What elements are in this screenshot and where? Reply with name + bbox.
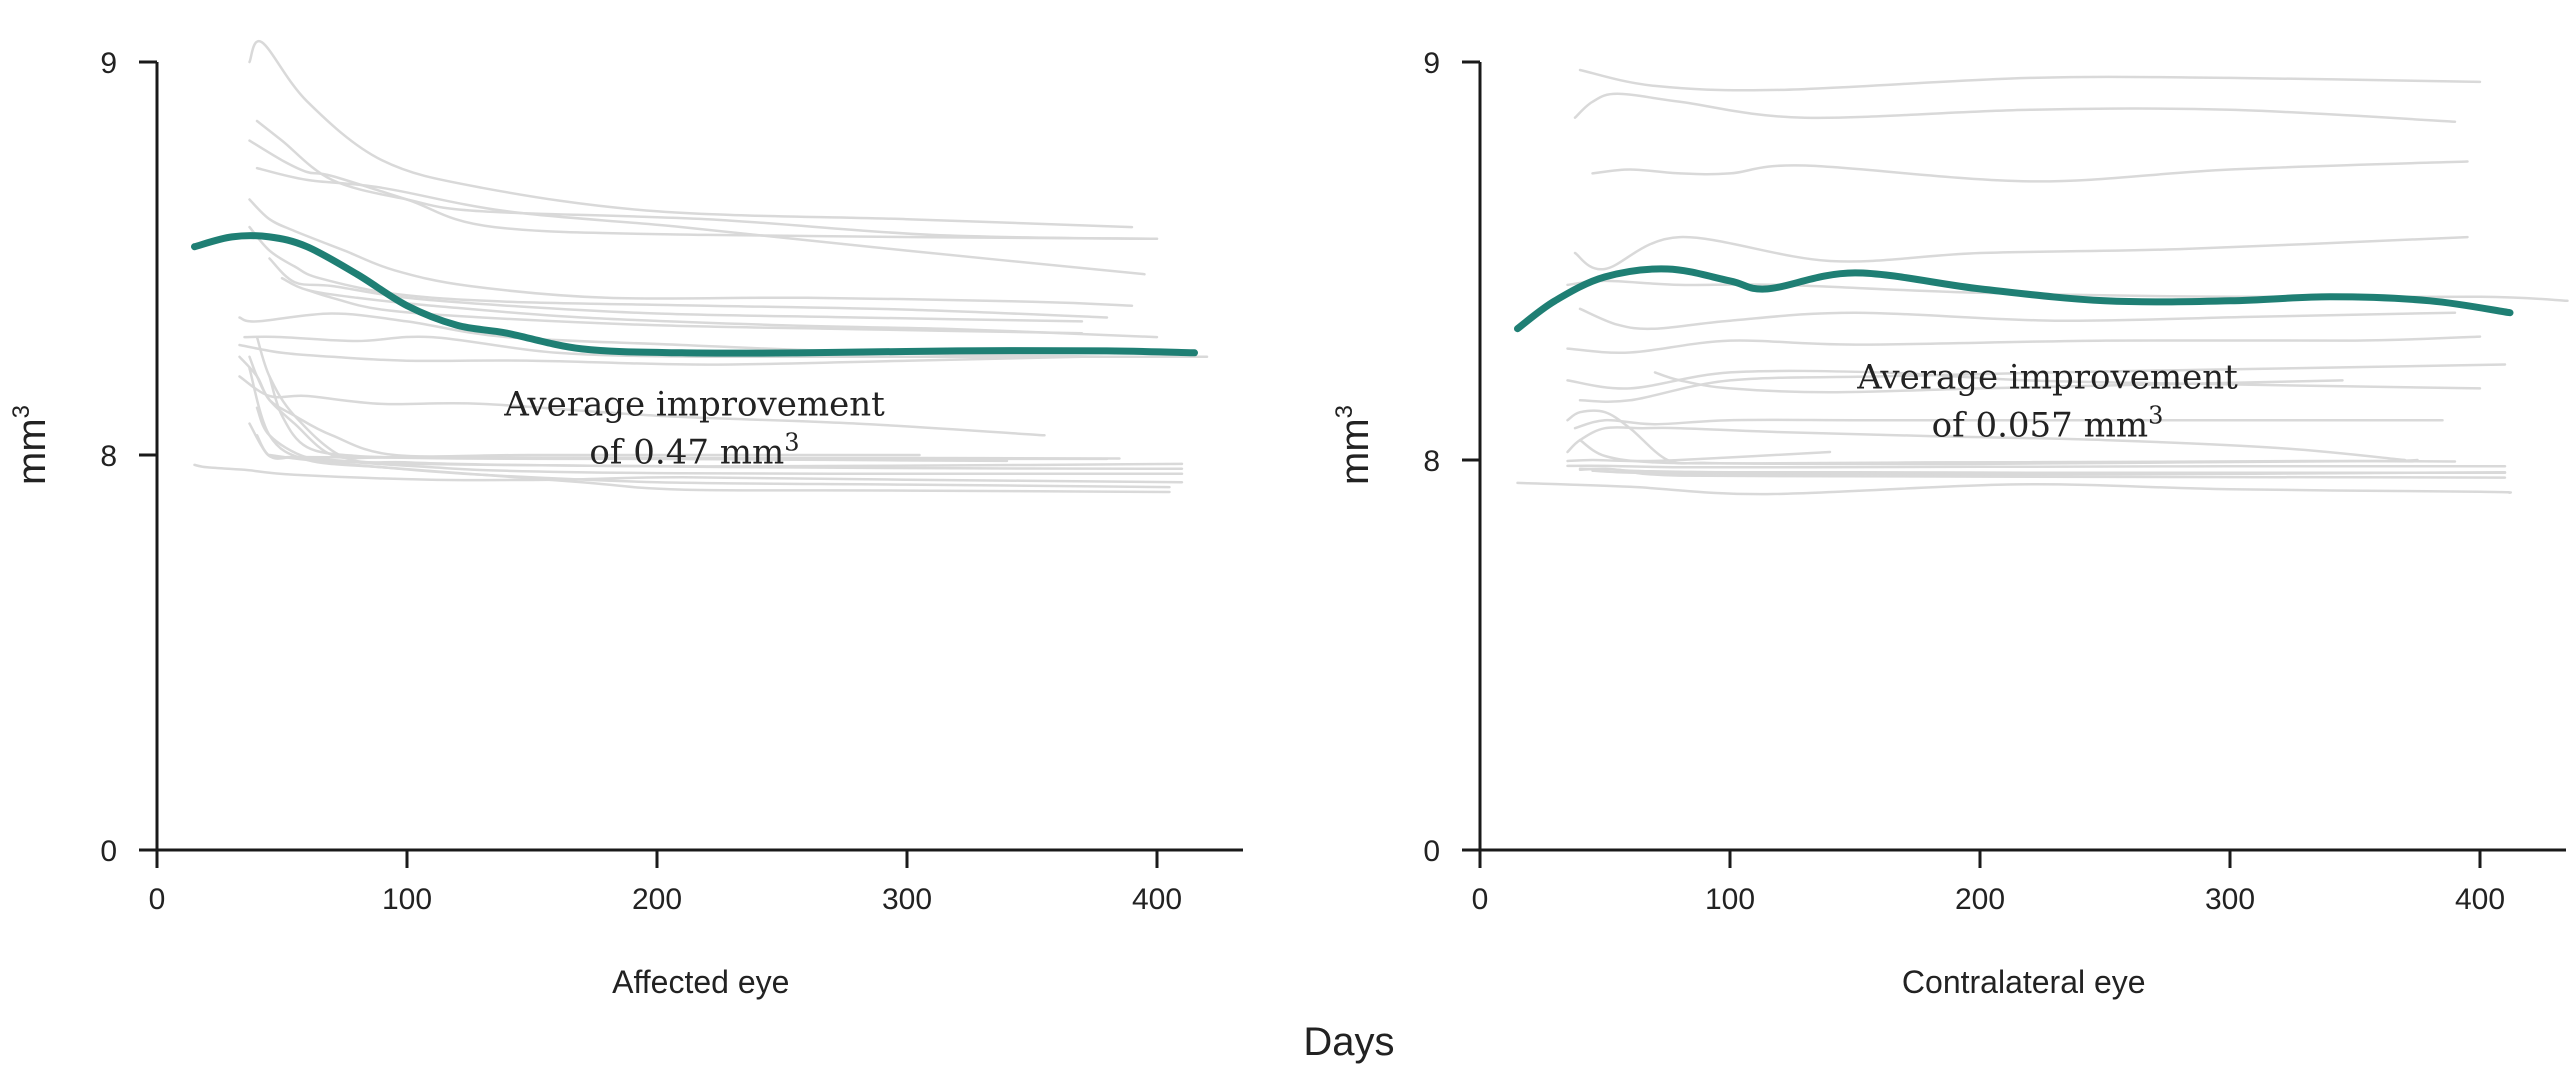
individual-line-3	[248, 139, 1159, 241]
individual-line-6	[1578, 307, 2457, 331]
average-line	[1514, 265, 2514, 333]
individual-trajectories	[193, 39, 1209, 494]
y-tick-label-8: 8	[1423, 445, 1440, 478]
x-tick-label-0: 0	[1472, 883, 1489, 916]
y-axis-title: mm3	[8, 405, 54, 485]
individual-line-11	[238, 343, 1084, 366]
x-tick-label-400: 400	[1132, 883, 1182, 916]
x-tick-label-200: 200	[632, 883, 682, 916]
individual-line-16	[1566, 464, 2507, 469]
individual-line-9	[1566, 369, 2482, 390]
individual-line-7	[1566, 335, 2482, 355]
individual-line-20	[1516, 481, 2513, 496]
individual-line-8	[280, 276, 1159, 339]
individual-line-1	[1573, 92, 2457, 123]
y-tick-label-9: 9	[1423, 47, 1440, 80]
individual-line-17	[255, 335, 1184, 471]
individual-line-22	[268, 375, 1009, 463]
individual-line-12	[1566, 426, 2407, 462]
individual-line-18	[255, 406, 1184, 476]
x-tick-label-0: 0	[149, 883, 166, 916]
x-tick-label-300: 300	[882, 883, 932, 916]
x-tick-label-100: 100	[1705, 883, 1755, 916]
x-tick-label-200: 200	[1955, 883, 2005, 916]
individual-line-3	[1591, 160, 2469, 183]
annotation-unit-exponent: 3	[784, 429, 799, 457]
annotation-value: of 0.057 mm	[1932, 405, 2148, 445]
annotation-line-1: Average improvement	[1856, 357, 2238, 397]
individual-line-19	[1578, 467, 2507, 479]
x-tick-label-300: 300	[2205, 883, 2255, 916]
individual-trajectories	[1516, 68, 2569, 496]
y-tick-label-0: 0	[100, 835, 117, 868]
y-tick-label-8: 8	[100, 440, 117, 473]
individual-line-11	[1573, 418, 2444, 430]
individual-line-7	[268, 257, 1084, 323]
y-tick-label-9: 9	[100, 47, 117, 80]
individual-line-23	[305, 288, 1084, 335]
individual-line-4	[1573, 235, 2469, 271]
y-axis-unit-exponent: 3	[8, 405, 35, 418]
shared-x-axis-title: Days	[1303, 1020, 1394, 1064]
annotation-value: of 0.47 mm	[589, 433, 784, 473]
individual-line-2	[1578, 68, 2482, 92]
individual-line-20	[193, 463, 1184, 484]
individual-line-6	[248, 225, 1109, 319]
y-axis-title: mm3	[1331, 405, 1377, 485]
individual-line-10	[1653, 371, 2344, 394]
individual-line-12	[238, 375, 1046, 437]
y-axis-unit-exponent: 3	[1331, 405, 1358, 418]
average-line	[191, 232, 1198, 357]
individual-line-2	[255, 119, 1159, 241]
individual-line-5	[248, 198, 1134, 307]
x-tick-label-100: 100	[382, 883, 432, 916]
y-axis-unit: mm	[10, 418, 54, 485]
x-tick-label-400: 400	[2455, 883, 2505, 916]
annotation-line-2: of 0.057 mm3	[1932, 401, 2164, 445]
individual-line-15	[1566, 409, 2419, 466]
individual-line-1	[248, 39, 1134, 229]
x-axis-title: Affected eye	[612, 964, 789, 1000]
annotation-line-1: Average improvement	[503, 385, 885, 425]
individual-line-4	[255, 166, 1146, 276]
annotation-unit-exponent: 3	[2148, 401, 2163, 429]
annotation-line-2: of 0.47 mm3	[589, 429, 799, 473]
individual-line-10	[243, 335, 1209, 359]
individual-line-21	[268, 453, 1171, 494]
individual-line-5	[1566, 279, 2569, 303]
y-axis-unit: mm	[1333, 418, 1377, 485]
individual-line-8	[1578, 363, 2507, 404]
x-axis-title: Contralateral eye	[1902, 964, 2146, 1000]
y-tick-label-0: 0	[1423, 835, 1440, 868]
